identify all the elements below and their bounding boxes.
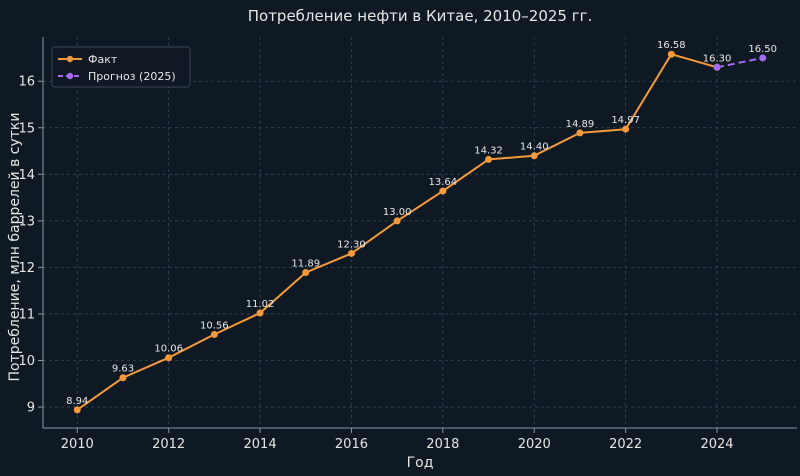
legend-marker-actual (66, 55, 74, 63)
x-tick-label: 2020 (518, 437, 551, 452)
y-tick-label: 16 (18, 75, 35, 90)
data-point-actual (530, 152, 538, 160)
data-labels: 8.94 9.63 10.06 10.56 11.02 11.89 12.30 13.00 13… (66, 40, 777, 407)
data-point-actual (73, 406, 81, 414)
y-tick-label: 15 (18, 121, 35, 136)
x-tick-label: 2024 (700, 437, 733, 452)
data-point-actual (165, 354, 173, 362)
data-point-actual (439, 187, 447, 195)
data-point-actual (210, 330, 218, 338)
data-label-actual: 9.63 (112, 364, 134, 375)
data-point-actual (667, 50, 675, 58)
data-label-actual: 16.58 (657, 40, 686, 51)
legend-label-actual: Факт (88, 53, 118, 66)
legend-box (51, 46, 191, 88)
x-tick-label: 2014 (244, 437, 277, 452)
series-line-actual (76, 53, 718, 411)
data-point-actual (347, 249, 355, 257)
data-label-actual: 14.89 (566, 119, 595, 130)
x-tick-label: 2018 (426, 437, 459, 452)
data-label-actual: 14.32 (474, 145, 503, 156)
data-label-actual: 14.40 (520, 142, 549, 153)
data-label-actual: 8.94 (66, 396, 88, 407)
legend: Факт Прогноз (2025) (51, 46, 191, 88)
series-line-forecast (716, 56, 763, 69)
data-point-actual (119, 374, 127, 382)
data-point-forecast (713, 63, 721, 71)
y-tick-label: 9 (27, 401, 35, 416)
data-point-actual (393, 217, 401, 225)
data-label-actual: 13.00 (383, 207, 412, 218)
y-tick-label: 13 (18, 214, 35, 229)
x-tick-label: 2010 (61, 437, 94, 452)
x-tick-label: 2016 (335, 437, 368, 452)
y-tick-label: 11 (18, 307, 35, 322)
y-axis-label: Потребление, млн баррелей в сутки (7, 113, 23, 382)
data-label-actual: 11.89 (291, 259, 320, 270)
x-axis-label: Год (407, 455, 434, 471)
data-label-actual: 10.06 (154, 344, 183, 355)
y-tick-label: 12 (18, 261, 35, 276)
grid (43, 37, 797, 428)
y-tick-label: 10 (18, 354, 35, 369)
legend-label-forecast: Прогноз (2025) (88, 70, 176, 83)
data-label-actual: 14.97 (611, 115, 640, 126)
y-tick-label: 14 (18, 168, 35, 183)
data-point-actual (576, 129, 584, 137)
data-label-forecast: 16.50 (748, 44, 777, 55)
data-label-actual: 11.02 (246, 299, 275, 310)
data-point-actual (256, 309, 264, 317)
chart-title: Потребление нефти в Китае, 2010–2025 гг. (248, 7, 593, 25)
data-point-actual (302, 269, 310, 277)
data-label-actual: 10.56 (200, 320, 229, 331)
data-point-forecast (759, 54, 767, 62)
data-point-actual (485, 155, 493, 163)
data-label-actual: 13.64 (429, 177, 458, 188)
legend-marker-forecast (66, 72, 74, 80)
axes: 2010 2012 2014 2016 2018 2020 2022 2024 9 10 11 12 1… (18, 37, 797, 452)
data-point-actual (622, 125, 630, 133)
data-label-actual: 16.30 (703, 53, 732, 64)
data-label-actual: 12.30 (337, 239, 366, 250)
series (73, 50, 767, 414)
x-tick-label: 2022 (609, 437, 642, 452)
x-tick-label: 2012 (152, 437, 185, 452)
